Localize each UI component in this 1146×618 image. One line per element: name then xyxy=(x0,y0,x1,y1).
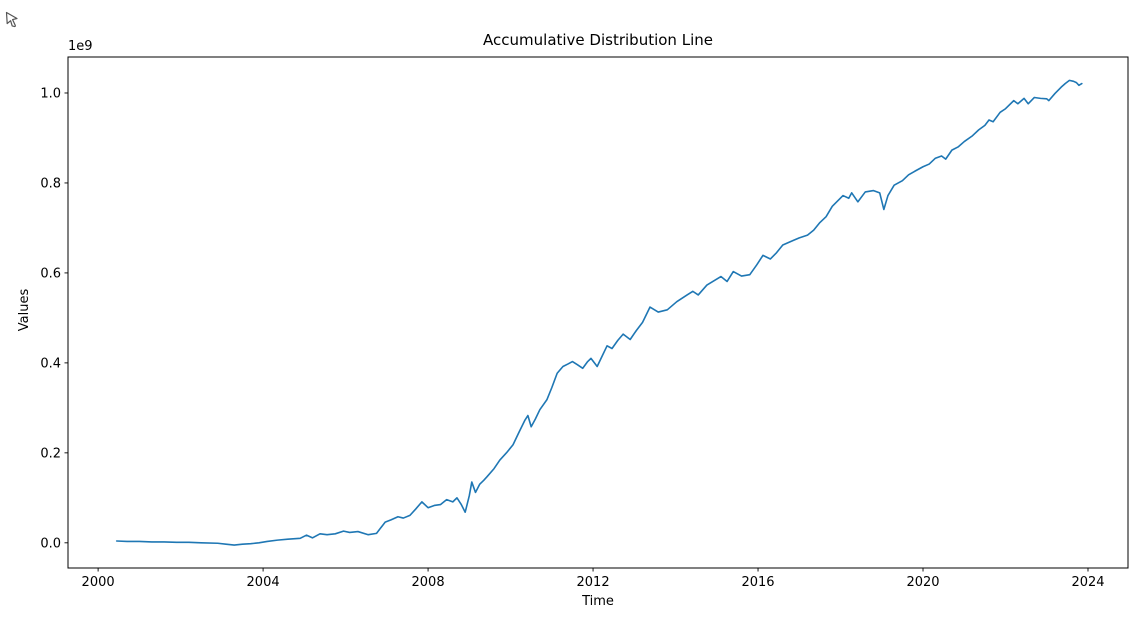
y-axis-offset-label: 1e9 xyxy=(68,39,93,54)
y-axis-ticks: 0.0 0.2 0.4 0.6 0.8 1.0 xyxy=(40,86,68,551)
data-series-group xyxy=(115,79,1083,546)
x-tick-label: 2004 xyxy=(247,575,280,590)
x-axis-label: Time xyxy=(581,594,614,609)
y-tick-label: 0.6 xyxy=(40,266,61,281)
y-axis-label: Values xyxy=(17,289,32,332)
mouse-cursor-icon xyxy=(5,11,18,28)
x-tick-label: 2008 xyxy=(412,575,445,590)
x-tick-label: 2012 xyxy=(577,575,610,590)
y-tick-label: 0.0 xyxy=(40,536,61,551)
chart-title: Accumulative Distribution Line xyxy=(483,31,713,49)
series-line-accumulative-distribution-line xyxy=(115,79,1083,546)
y-tick-label: 1.0 xyxy=(40,86,61,101)
plot-area xyxy=(67,56,1129,569)
y-tick-label: 0.4 xyxy=(40,356,61,371)
y-tick-label: 0.2 xyxy=(40,446,61,461)
y-tick-label: 0.8 xyxy=(40,176,61,191)
x-tick-label: 2000 xyxy=(82,575,115,590)
x-tick-label: 2016 xyxy=(741,575,774,590)
x-tick-label: 2020 xyxy=(906,575,939,590)
x-tick-label: 2024 xyxy=(1071,575,1104,590)
x-axis-ticks: 2000 2004 2008 2012 2016 2020 2024 xyxy=(82,568,1105,590)
